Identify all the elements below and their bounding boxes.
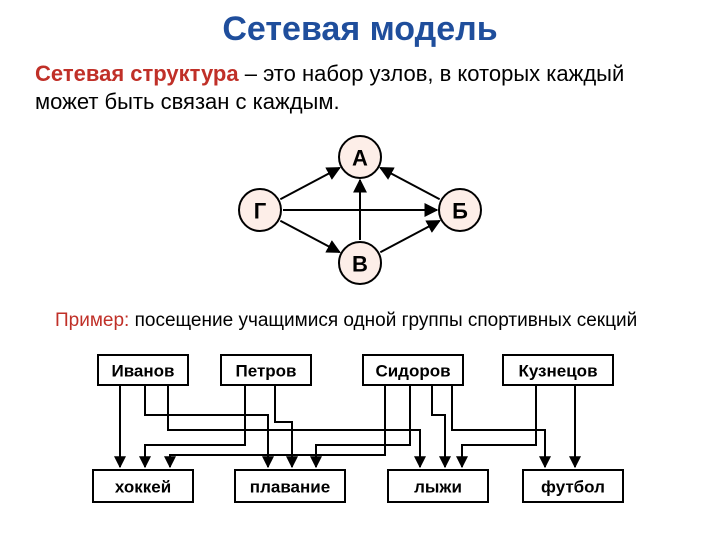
graph-node-label: В: [352, 252, 368, 277]
bipartite-edge: [170, 385, 385, 467]
sport-label: хоккей: [115, 478, 171, 497]
bipartite-edge: [462, 385, 536, 467]
example-rest: посещение учащимися одной группы спортив…: [129, 310, 637, 331]
sport-label: плавание: [250, 478, 330, 497]
student-label: Кузнецов: [518, 362, 597, 381]
graph-edge: [280, 168, 339, 199]
student-label: Петров: [236, 362, 297, 381]
student-label: Сидоров: [375, 362, 450, 381]
sport-label: лыжи: [414, 478, 462, 497]
graph-node-label: А: [352, 146, 368, 171]
graph-node-label: Б: [452, 199, 468, 224]
example-text: Пример: посещение учащимися одной группы…: [55, 310, 675, 332]
sport-label: футбол: [541, 478, 605, 497]
graph-node-label: Г: [254, 199, 267, 224]
example-label: Пример:: [55, 310, 129, 331]
graph-edge: [380, 168, 439, 199]
bipartite-edge: [452, 385, 545, 467]
network-graph: А Б В Г Иванов Петров Сидоров Кузнецов хоккей пла…: [0, 0, 720, 540]
graph-edge: [380, 221, 439, 252]
student-label: Иванов: [111, 362, 174, 381]
graph-edge: [280, 221, 339, 252]
bipartite-edge: [432, 385, 445, 467]
